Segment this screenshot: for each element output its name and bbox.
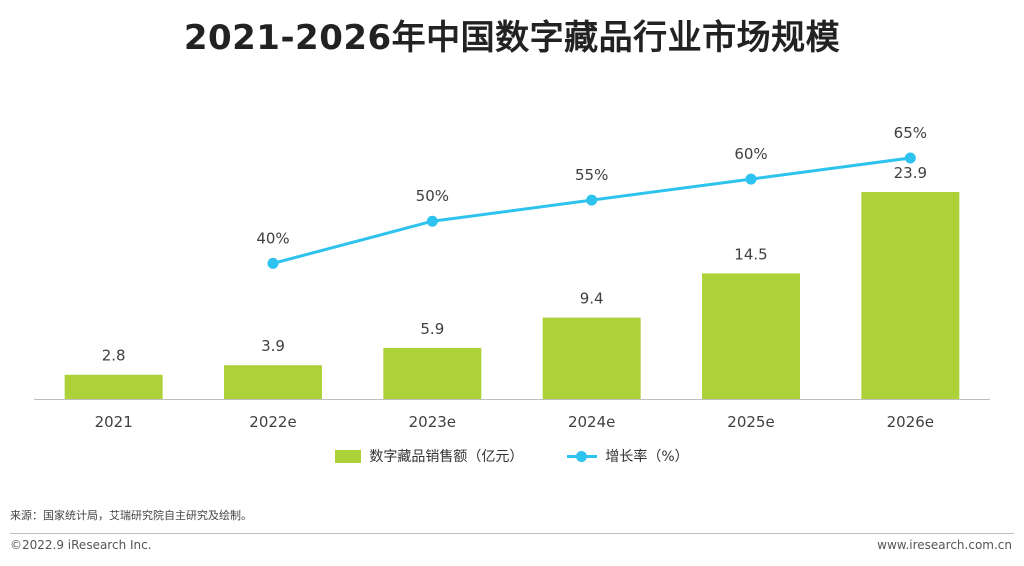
growth-value-label-2026e: 65% — [894, 124, 927, 142]
bar-2025e — [702, 273, 800, 399]
x-tick-label-2021: 2021 — [95, 413, 133, 431]
x-tick-label-2023e: 2023e — [409, 413, 456, 431]
bar-value-label-2026e: 23.9 — [894, 164, 927, 182]
growth-value-label-2023e: 50% — [416, 187, 449, 205]
chart-canvas: 2.8 3.9 5.9 9.4 14.5 23.9 2021 2022e 2023e 2024e 2… — [34, 124, 990, 431]
x-tick-label-2024e: 2024e — [568, 413, 615, 431]
chart-title: 2021-2026年中国数字藏品行业市场规模 — [183, 18, 841, 58]
growth-point-2024e — [586, 194, 598, 206]
growth-value-label-2025e: 60% — [734, 145, 767, 163]
bar-value-label-2021: 2.8 — [102, 347, 126, 365]
x-tick-label-2026e: 2026e — [887, 413, 934, 431]
bar-2022e — [224, 365, 322, 399]
bar-value-label-2025e: 14.5 — [734, 245, 767, 263]
source-note: 来源：国家统计局，艾瑞研究院自主研究及绘制。 — [10, 509, 252, 522]
bar-2024e — [542, 317, 641, 399]
bar-2021 — [64, 374, 163, 399]
x-tick-label-2022e: 2022e — [249, 413, 296, 431]
legend-item-sales: 数字藏品销售额（亿元） — [335, 446, 523, 466]
bar-value-label-2022e: 3.9 — [261, 337, 285, 355]
copyright-text: ©2022.9 iResearch Inc. — [10, 538, 152, 552]
chart-legend: 数字藏品销售额（亿元） 增长率（%） — [0, 446, 1024, 466]
growth-point-2022e — [267, 257, 279, 269]
bar-value-label-2024e: 9.4 — [580, 290, 604, 308]
growth-point-2023e — [426, 215, 438, 227]
footer-divider — [10, 533, 1014, 534]
legend-item-growth: 增长率（%） — [567, 446, 689, 466]
bar-value-label-2023e: 5.9 — [420, 320, 444, 338]
legend-growth-label: 增长率（%） — [605, 449, 689, 465]
legend-bar-swatch — [335, 449, 362, 463]
website-link[interactable]: www.iresearch.com.cn — [877, 538, 1012, 552]
growth-value-label-2022e: 40% — [256, 229, 289, 247]
growth-point-2025e — [745, 173, 757, 185]
growth-value-label-2024e: 55% — [575, 166, 608, 184]
bar-2023e — [383, 347, 482, 399]
legend-line-swatch — [567, 450, 598, 463]
x-tick-label-2025e: 2025e — [727, 413, 774, 431]
bar-2026e — [861, 192, 960, 399]
growth-point-2026e — [904, 152, 916, 164]
legend-sales-label: 数字藏品销售额（亿元） — [369, 449, 524, 465]
